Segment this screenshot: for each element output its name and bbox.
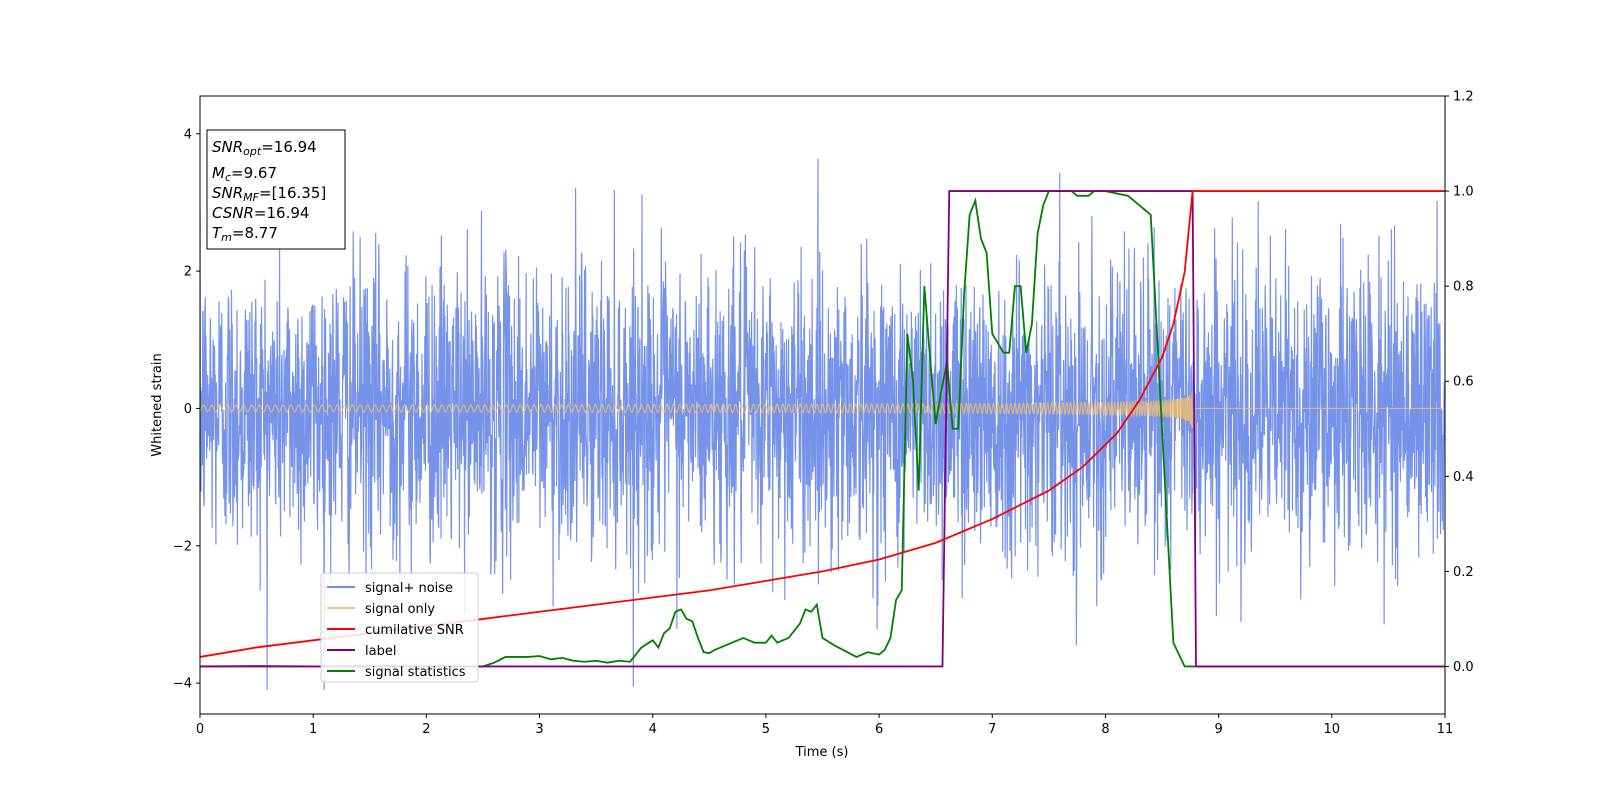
y-tick-label: 4 (184, 127, 192, 142)
y-tick-label: −2 (173, 539, 192, 554)
x-tick-label: 3 (535, 722, 543, 737)
legend: signal+ noise signal only cumilative SNR la… (320, 572, 479, 683)
axes-frame (199, 95, 1446, 715)
y-axis-left: −4 −2 0 2 4 (173, 127, 200, 692)
annotation-csnr: CSNR=16.94 (212, 204, 309, 222)
annotation-box: SNRopt=16.94 Mc=9.67 SNRMF=[16.35] CSNR=… (206, 129, 346, 250)
x-axis-label: Time (s) (795, 745, 849, 760)
y2-tick-label: 0.4 (1453, 470, 1474, 485)
legend-entry: signal+ noise (365, 581, 453, 596)
y-tick-label: 2 (184, 265, 192, 280)
y2-tick-label: 1.2 (1453, 90, 1474, 105)
legend-entry: label (365, 644, 396, 659)
y-tick-label: 0 (184, 402, 192, 417)
series-label (200, 190, 1445, 668)
x-tick-label: 4 (649, 722, 657, 737)
x-tick-label: 8 (1101, 722, 1109, 737)
x-tick-label: 9 (1214, 722, 1222, 737)
x-tick-label: 5 (762, 722, 770, 737)
y2-tick-label: 0.0 (1453, 660, 1474, 675)
annotation-tm: Tm=8.77 (212, 224, 278, 244)
y-axis-right: 0.0 0.2 0.4 0.6 0.8 1.0 1.2 (1445, 90, 1474, 675)
y2-tick-label: 0.8 (1453, 280, 1474, 295)
x-tick-label: 0 (196, 722, 204, 737)
y-tick-label: −4 (173, 677, 192, 692)
x-tick-label: 2 (422, 722, 430, 737)
x-tick-label: 7 (988, 722, 996, 737)
x-tick-label: 10 (1324, 722, 1341, 737)
x-tick-label: 11 (1437, 722, 1454, 737)
annotation-snr-opt: SNRopt=16.94 (212, 138, 317, 158)
legend-entry: signal statistics (365, 665, 466, 680)
legend-entry: signal only (365, 602, 435, 617)
y-axis-label: Whitened strain (150, 353, 165, 456)
series-signal-noise (200, 158, 1445, 690)
y2-tick-label: 0.6 (1453, 375, 1474, 390)
y2-tick-label: 1.0 (1453, 185, 1474, 200)
series-signal-only (200, 391, 1445, 428)
annotation-mc: Mc=9.67 (212, 164, 277, 184)
x-axis: 0 1 2 3 4 5 6 7 8 9 10 11 (196, 714, 1453, 737)
legend-entry: cumilative SNR (365, 623, 464, 638)
plot-area (200, 158, 1445, 690)
annotation-snr-mf: SNRMF=[16.35] (212, 184, 326, 204)
annotation-frame (206, 129, 346, 250)
x-tick-label: 1 (309, 722, 317, 737)
y2-tick-label: 0.2 (1453, 565, 1474, 580)
legend-frame (320, 572, 479, 683)
x-tick-label: 6 (875, 722, 883, 737)
